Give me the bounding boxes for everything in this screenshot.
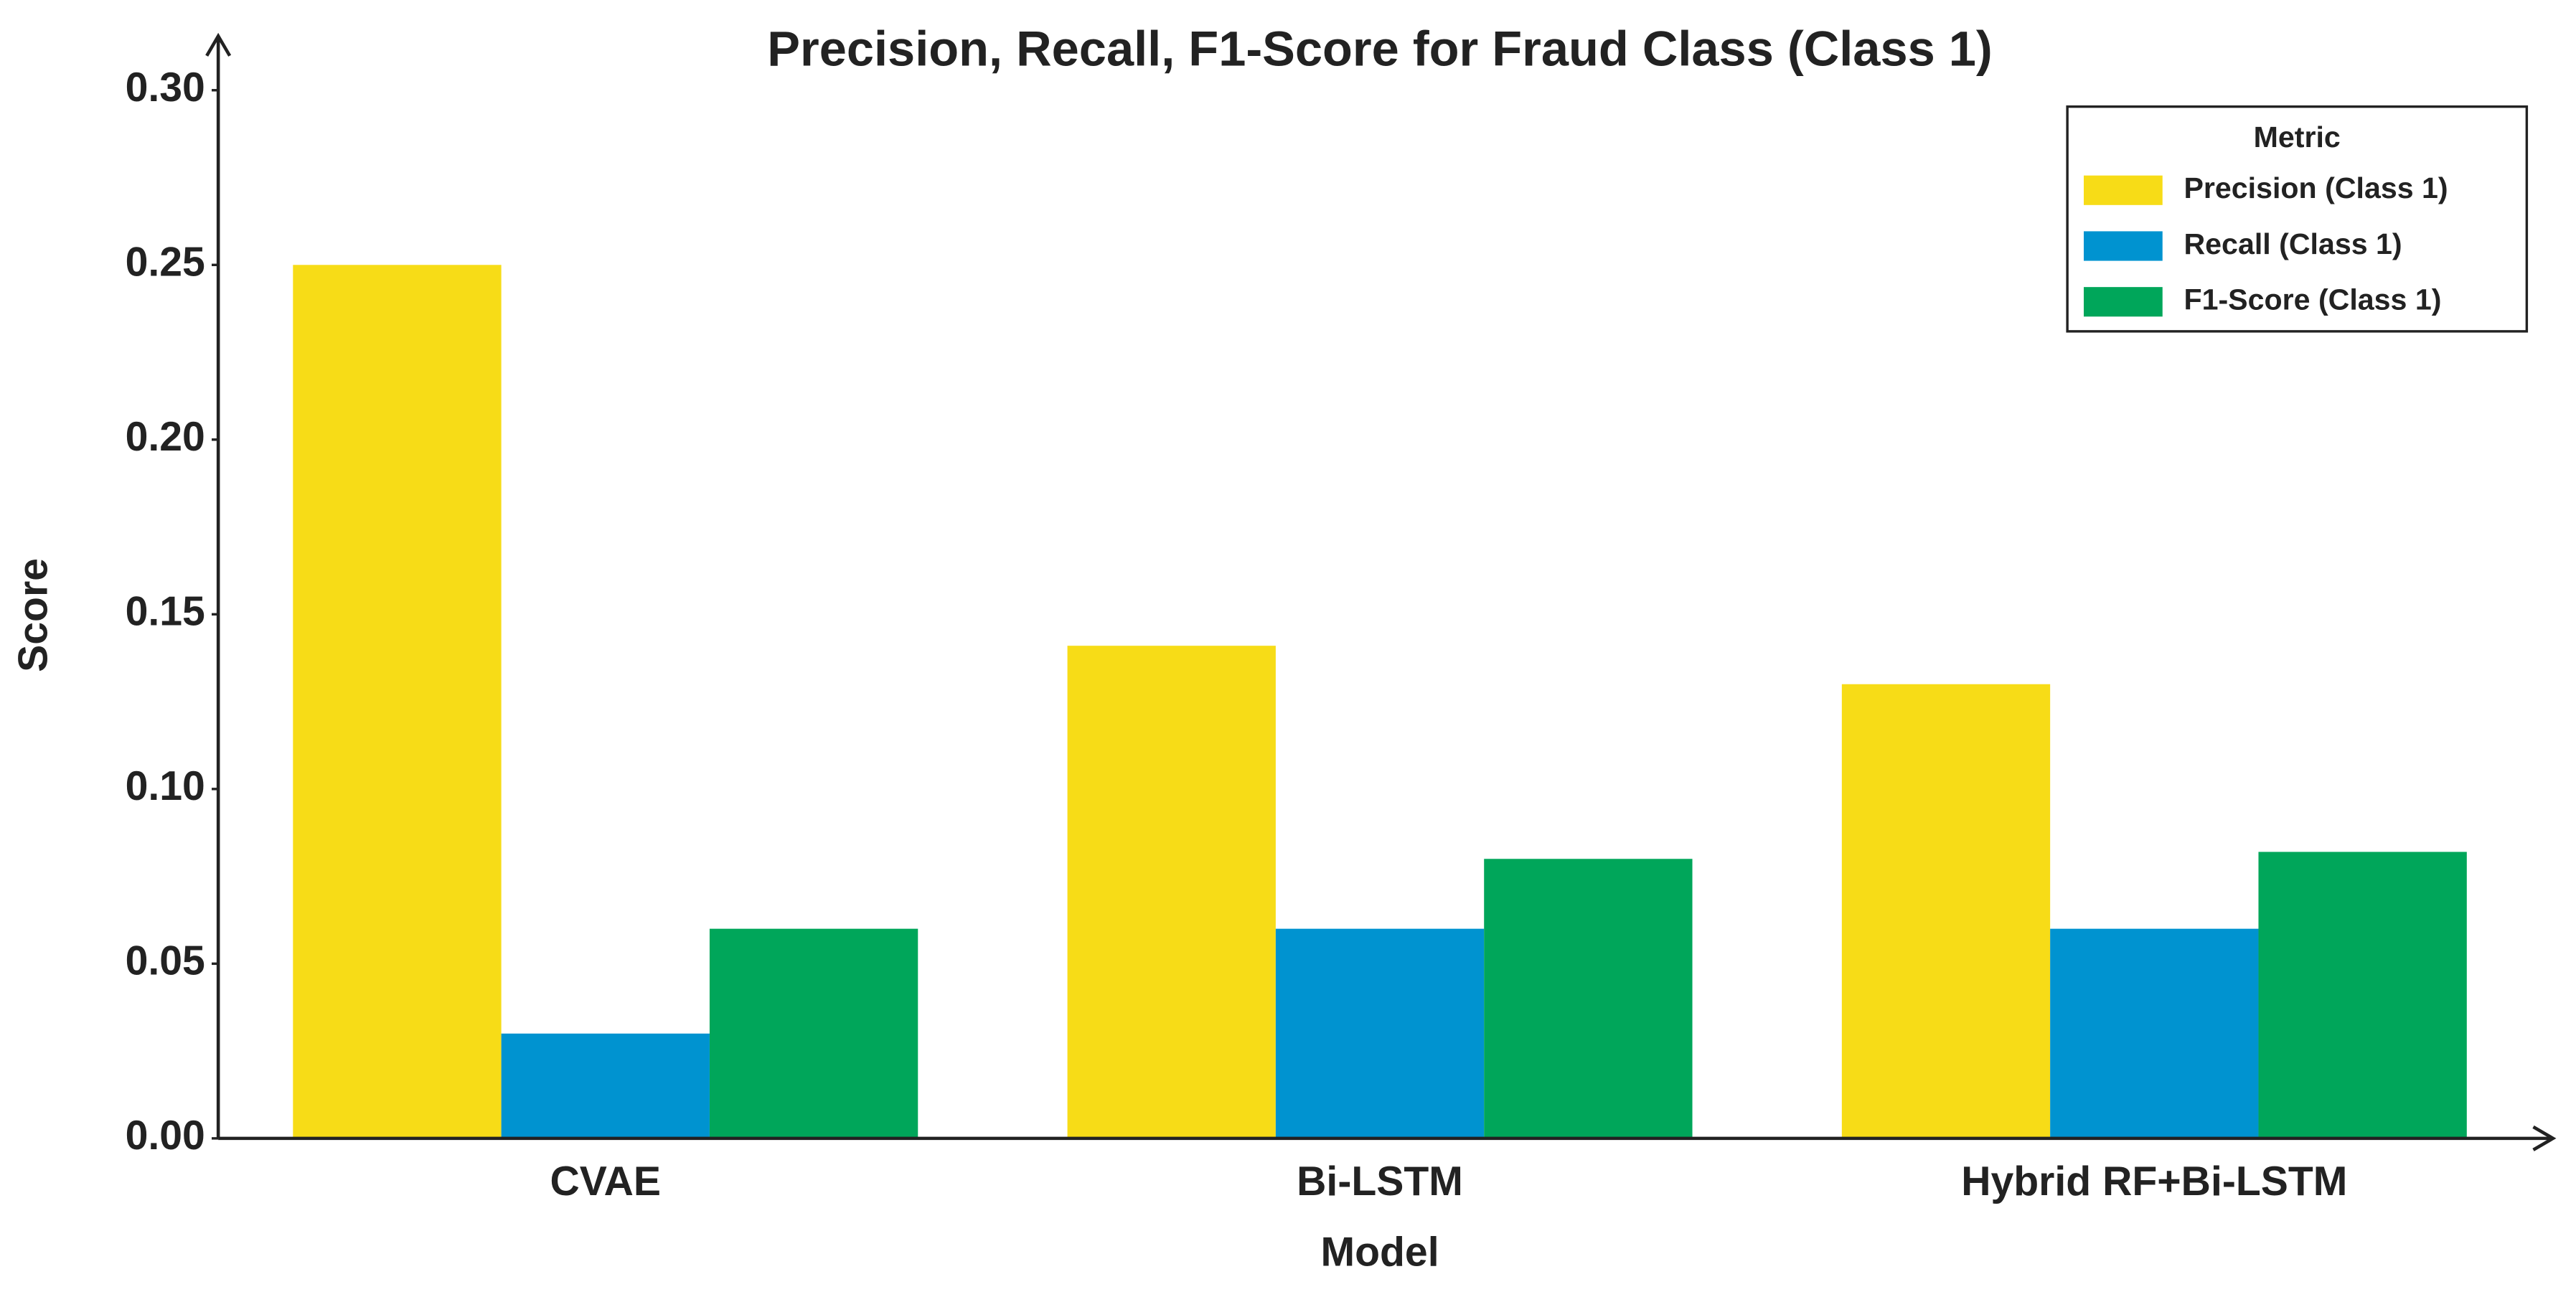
y-tick-label: 0.00 <box>126 1113 205 1159</box>
bar <box>2050 928 2259 1138</box>
y-tick-label: 0.15 <box>126 588 205 634</box>
plot-area: 0.00 0.05 0.10 0.15 0.20 0.25 0.30 CVAE Bi-LSTM H… <box>126 65 2467 1204</box>
y-tick-label: 0.05 <box>126 938 205 984</box>
legend-swatch <box>2083 175 2163 205</box>
legend-title: Metric <box>2254 121 2341 154</box>
bar <box>1841 684 2051 1138</box>
legend: Metric Precision (Class 1) Recall (Class … <box>2066 105 2529 333</box>
axes <box>205 32 2557 1151</box>
y-tick-label: 0.20 <box>126 414 205 460</box>
bar <box>1275 928 1485 1138</box>
x-tick-label: Bi-LSTM <box>1297 1159 1463 1204</box>
x-tick-label: CVAE <box>550 1159 662 1204</box>
bar <box>293 265 502 1138</box>
legend-swatch <box>2083 287 2163 317</box>
x-axis-label: Model <box>1320 1229 1439 1275</box>
legend-swatch <box>2083 231 2163 261</box>
bar <box>501 1033 710 1138</box>
y-axis-label: Score <box>10 558 56 672</box>
legend-label: F1-Score (Class 1) <box>2184 283 2441 316</box>
bar <box>2258 852 2467 1138</box>
y-tick-label: 0.10 <box>126 763 205 809</box>
chart-title: Precision, Recall, F1-Score for Fraud Cl… <box>767 21 1992 76</box>
legend-label: Precision (Class 1) <box>2184 171 2448 204</box>
y-tick-label: 0.30 <box>126 65 205 110</box>
x-tick-label: Hybrid RF+Bi-LSTM <box>1961 1159 2347 1204</box>
bar <box>1067 646 1276 1138</box>
legend-label: Recall (Class 1) <box>2184 227 2402 260</box>
bar <box>1484 859 1693 1138</box>
y-tick-label: 0.25 <box>126 239 205 285</box>
bar <box>709 928 918 1138</box>
